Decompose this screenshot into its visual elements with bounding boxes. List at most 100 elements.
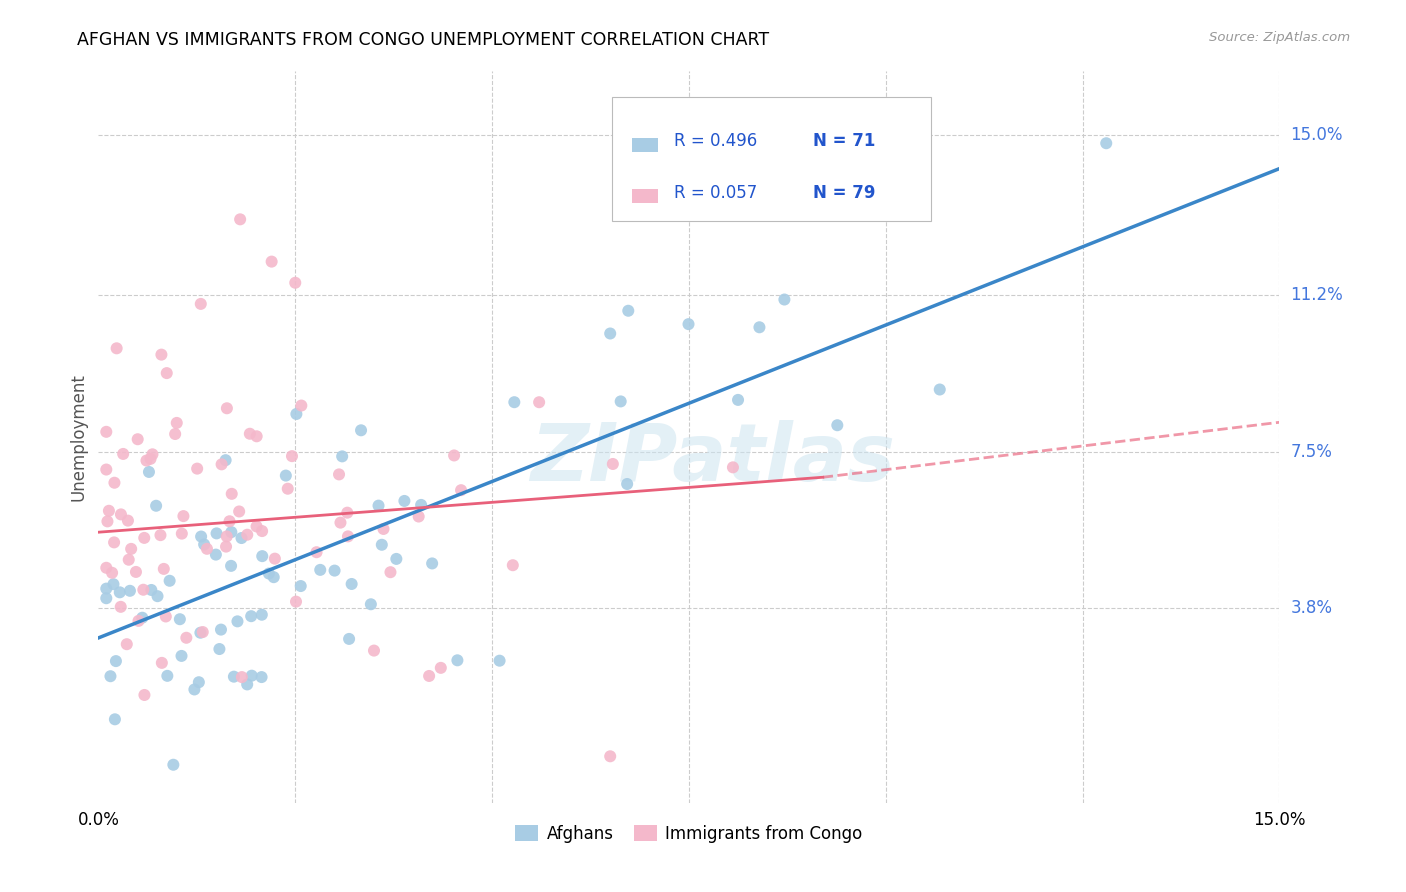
Point [305, 545, 328, 559]
Point [222, 670, 245, 684]
Point [420, 557, 443, 571]
Point [373, 522, 395, 536]
FancyBboxPatch shape [612, 97, 931, 221]
Point [162, 757, 184, 772]
Text: N = 79: N = 79 [813, 184, 876, 202]
Point [502, 558, 524, 573]
Point [228, 504, 250, 518]
Point [336, 529, 359, 543]
Point [250, 607, 273, 622]
Point [190, 297, 212, 311]
Text: R = 0.057: R = 0.057 [673, 184, 756, 202]
Point [367, 499, 389, 513]
Point [221, 487, 243, 501]
Point [219, 558, 242, 573]
Point [274, 468, 297, 483]
Point [187, 675, 209, 690]
Point [156, 366, 179, 380]
Point [165, 427, 187, 442]
Point [285, 594, 308, 608]
Point [96, 582, 118, 596]
Point [96, 514, 118, 528]
FancyBboxPatch shape [633, 138, 658, 152]
Point [602, 457, 624, 471]
Point [96, 425, 118, 439]
Point [105, 341, 128, 355]
Text: N = 71: N = 71 [813, 132, 876, 151]
Point [527, 395, 550, 409]
Point [104, 654, 127, 668]
Point [443, 449, 465, 463]
Point [371, 538, 394, 552]
Point [186, 461, 208, 475]
Point [290, 399, 312, 413]
Point [1095, 136, 1118, 151]
Point [96, 462, 118, 476]
Point [773, 293, 796, 307]
Point [128, 614, 150, 628]
Point [609, 394, 631, 409]
Point [394, 494, 416, 508]
Point [208, 642, 231, 657]
Point [118, 552, 141, 566]
Point [617, 303, 640, 318]
Text: 15.0%: 15.0% [1291, 126, 1343, 144]
Point [145, 499, 167, 513]
Point [190, 529, 212, 543]
Point [329, 516, 352, 530]
Point [97, 504, 120, 518]
Point [252, 549, 274, 563]
Text: AFGHAN VS IMMIGRANTS FROM CONGO UNEMPLOYMENT CORRELATION CHART: AFGHAN VS IMMIGRANTS FROM CONGO UNEMPLOY… [77, 31, 769, 49]
Point [156, 669, 179, 683]
Point [229, 212, 252, 227]
Point [309, 563, 332, 577]
Point [748, 320, 770, 334]
Point [263, 551, 285, 566]
Point [239, 426, 262, 441]
Point [231, 670, 253, 684]
Point [240, 609, 263, 624]
Point [117, 514, 139, 528]
Point [257, 566, 280, 581]
Point [141, 447, 163, 461]
Point [103, 535, 125, 549]
Point [218, 514, 240, 528]
Point [215, 529, 238, 543]
Point [385, 552, 408, 566]
Point [446, 653, 468, 667]
Point [193, 537, 215, 551]
Point [928, 383, 950, 397]
Point [231, 531, 253, 545]
Point [134, 531, 156, 545]
Point [290, 579, 312, 593]
Point [112, 447, 135, 461]
Text: 11.2%: 11.2% [1291, 286, 1343, 304]
Text: R = 0.496: R = 0.496 [673, 132, 756, 151]
Point [110, 599, 132, 614]
Point [205, 526, 228, 541]
Point [170, 648, 193, 663]
Point [236, 527, 259, 541]
Point [337, 632, 360, 646]
Point [134, 688, 156, 702]
Point [599, 749, 621, 764]
Point [170, 526, 193, 541]
Point [127, 432, 149, 446]
Point [115, 637, 138, 651]
Point [96, 591, 118, 606]
Point [108, 585, 131, 599]
Point [277, 482, 299, 496]
Point [166, 416, 188, 430]
Point [281, 449, 304, 463]
Point [195, 541, 218, 556]
Point [678, 317, 700, 331]
Point [101, 566, 124, 580]
Point [263, 570, 285, 584]
Point [159, 574, 181, 588]
Point [380, 565, 402, 579]
Point [616, 477, 638, 491]
Point [138, 465, 160, 479]
Point [360, 597, 382, 611]
Point [211, 458, 233, 472]
Point [169, 612, 191, 626]
